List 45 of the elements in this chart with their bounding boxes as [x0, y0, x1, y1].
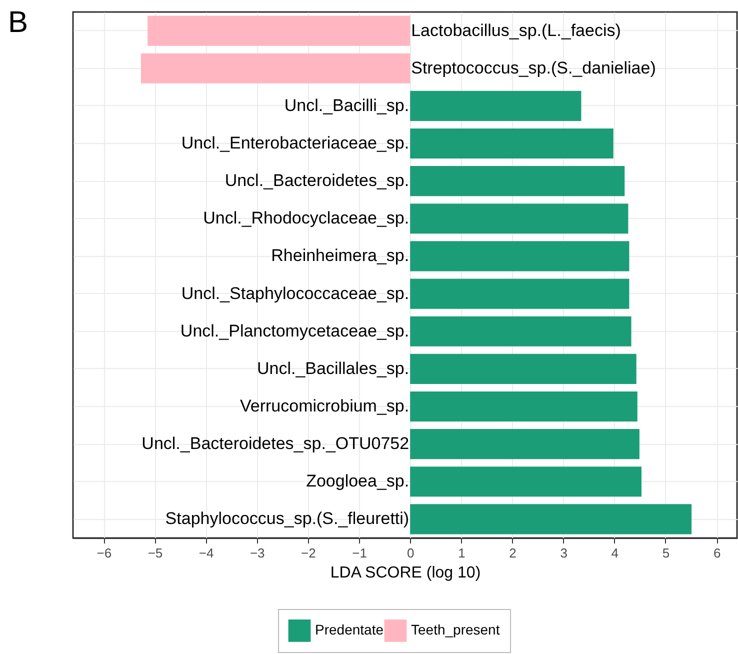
y-tick-label: Uncl._Bacillales_sp. [256, 358, 410, 378]
y-tick-label: Staphylococcus_sp.(S._fleuretti) [165, 509, 410, 528]
y-tick-label: Lactobacillus_sp.(L._faecis) [411, 20, 621, 40]
y-tick-label: Rheinheimera_sp. [271, 246, 410, 266]
x-tick-label: −5 [148, 546, 163, 560]
bar [410, 354, 636, 384]
bar [140, 53, 410, 84]
y-tick-label: Streptococcus_sp.(S._danieliae) [411, 58, 656, 78]
legend-label: Predentate [315, 622, 384, 638]
x-tick-label: 2 [509, 546, 516, 560]
bar [410, 241, 630, 272]
bar [410, 466, 642, 497]
bar [410, 391, 638, 422]
y-tick-label: Uncl._Planctomycetaceae_sp. [180, 321, 410, 340]
y-tick-label: Uncl._Bacilli_sp. [284, 96, 410, 115]
bar [410, 128, 614, 159]
x-tick-label: 1 [458, 546, 466, 560]
y-tick-label: Uncl._Bacteroidetes_sp._OTU0752 [142, 434, 410, 454]
y-tick-label: Uncl._Bacteroidetes_sp. [224, 171, 410, 190]
legend-label: Teeth_present [411, 622, 500, 638]
bar [410, 278, 630, 309]
x-tick-label: 3 [560, 546, 568, 560]
bar [410, 316, 632, 346]
x-tick-label: −4 [198, 546, 214, 560]
bar [410, 504, 692, 534]
x-tick-label: 6 [713, 546, 721, 560]
x-tick-label: 5 [662, 546, 670, 560]
x-axis-title: LDA SCORE (log 10) [330, 564, 481, 582]
bar [410, 204, 628, 234]
x-tick-label: 0 [406, 546, 414, 560]
bar [410, 166, 625, 196]
bar [410, 90, 582, 121]
y-tick-label: Uncl._Rhodocyclaceae_sp. [203, 208, 410, 228]
y-tick-label: Uncl._Enterobacteriaceae_sp. [181, 134, 410, 152]
y-tick-label: Zoogloea_sp. [306, 472, 410, 491]
y-tick-label: Uncl._Staphylococcaceae_sp. [181, 284, 410, 303]
x-tick-label: −3 [250, 546, 265, 560]
x-tick-label: −6 [96, 546, 112, 560]
y-tick-label: Verrucomicrobium_sp. [240, 396, 410, 416]
x-tick-label: −1 [352, 546, 367, 560]
x-tick-label: −2 [301, 546, 316, 560]
bar [410, 429, 640, 460]
bar [148, 16, 410, 46]
text: B [8, 6, 28, 40]
x-tick-label: 4 [611, 546, 619, 560]
